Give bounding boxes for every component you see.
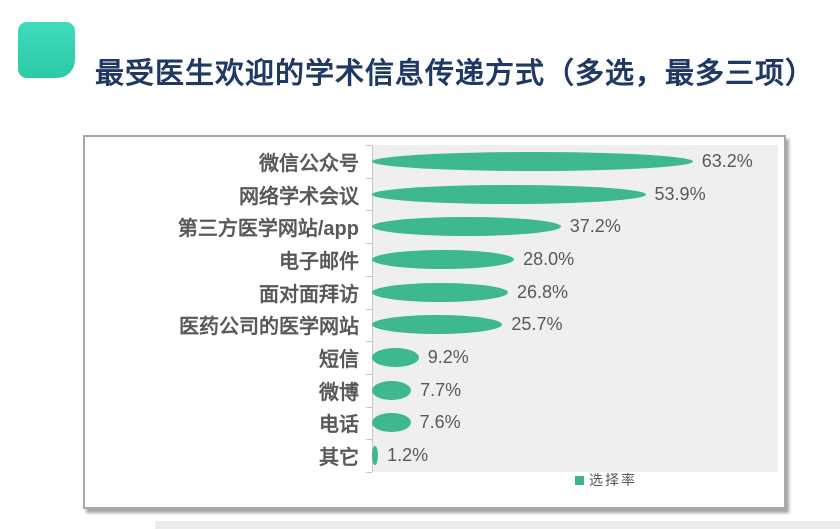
bar-rows: 微信公众号 63.2% 网络学术会议 53.9% 第三方医学网站/app 37.… bbox=[85, 145, 778, 472]
chart-row: 第三方医学网站/app 37.2% bbox=[85, 210, 778, 243]
bar bbox=[372, 446, 379, 466]
axis-tick-mark bbox=[366, 373, 372, 375]
bar bbox=[372, 315, 503, 335]
chart-row: 其它 1.2% bbox=[85, 439, 778, 472]
value-label: 37.2% bbox=[569, 216, 621, 237]
legend-label: 选择率 bbox=[589, 472, 637, 488]
value-label: 26.8% bbox=[517, 281, 569, 302]
accent-square bbox=[18, 22, 75, 78]
category-label: 短信 bbox=[319, 349, 359, 372]
bar bbox=[372, 217, 561, 237]
bar bbox=[372, 249, 515, 269]
chart-panel: 微信公众号 63.2% 网络学术会议 53.9% 第三方医学网站/app 37.… bbox=[83, 135, 786, 509]
bar-area: 26.8% bbox=[372, 276, 778, 309]
axis-tick-mark bbox=[366, 472, 372, 473]
category-label: 微博 bbox=[319, 381, 359, 404]
bar bbox=[372, 413, 411, 433]
bar-area: 53.9% bbox=[372, 178, 778, 211]
chart-row: 微博 7.7% bbox=[85, 374, 778, 407]
axis-tick-mark bbox=[366, 439, 372, 441]
chart-row: 医药公司的医学网站 25.7% bbox=[85, 309, 778, 342]
value-label: 9.2% bbox=[427, 347, 469, 368]
category-label: 医药公司的医学网站 bbox=[179, 316, 359, 339]
category-label: 网络学术会议 bbox=[239, 185, 359, 208]
chart-row: 电子邮件 28.0% bbox=[85, 243, 778, 276]
bar-area: 1.2% bbox=[372, 439, 778, 472]
chart-row: 网络学术会议 53.9% bbox=[85, 178, 778, 211]
value-label: 25.7% bbox=[511, 314, 563, 335]
bottom-strip bbox=[155, 521, 840, 529]
category-label: 电子邮件 bbox=[279, 250, 359, 273]
bar bbox=[372, 380, 412, 400]
bar bbox=[372, 184, 646, 204]
bar-area: 7.6% bbox=[372, 407, 778, 440]
axis-tick-mark bbox=[366, 406, 372, 408]
axis-tick-mark bbox=[366, 145, 372, 146]
bar-area: 9.2% bbox=[372, 341, 778, 374]
bar-area: 25.7% bbox=[372, 309, 778, 342]
axis-tick-mark bbox=[366, 341, 372, 343]
bar-area: 37.2% bbox=[372, 210, 778, 243]
value-label: 28.0% bbox=[523, 248, 575, 269]
bar-area: 28.0% bbox=[372, 243, 778, 276]
axis-tick-mark bbox=[366, 308, 372, 310]
chart-row: 短信 9.2% bbox=[85, 341, 778, 374]
value-label: 7.6% bbox=[419, 412, 461, 433]
bar bbox=[372, 348, 419, 368]
category-axis-line bbox=[372, 145, 373, 472]
axis-tick-mark bbox=[366, 243, 372, 245]
value-label: 1.2% bbox=[387, 445, 429, 466]
axis-tick-mark bbox=[366, 275, 372, 277]
category-label: 微信公众号 bbox=[259, 152, 359, 175]
bar bbox=[372, 282, 508, 302]
category-label: 其它 bbox=[319, 447, 359, 470]
value-label: 63.2% bbox=[701, 150, 753, 171]
value-label: 7.7% bbox=[420, 379, 462, 400]
axis-tick-mark bbox=[366, 210, 372, 212]
chart-row: 电话 7.6% bbox=[85, 407, 778, 440]
category-label: 第三方医学网站/app bbox=[177, 218, 359, 241]
legend: 选择率 bbox=[575, 470, 637, 490]
chart-row: 面对面拜访 26.8% bbox=[85, 276, 778, 309]
bar bbox=[372, 151, 693, 171]
category-label: 电话 bbox=[319, 414, 359, 437]
bar-area: 7.7% bbox=[372, 374, 778, 407]
bar-area: 63.2% bbox=[372, 145, 778, 178]
legend-swatch-icon bbox=[575, 475, 584, 485]
value-label: 53.9% bbox=[654, 183, 706, 204]
page-title: 最受医生欢迎的学术信息传递方式（多选，最多三项） bbox=[95, 58, 816, 90]
chart-row: 微信公众号 63.2% bbox=[85, 145, 778, 178]
axis-tick-mark bbox=[366, 177, 372, 179]
category-label: 面对面拜访 bbox=[259, 283, 359, 306]
